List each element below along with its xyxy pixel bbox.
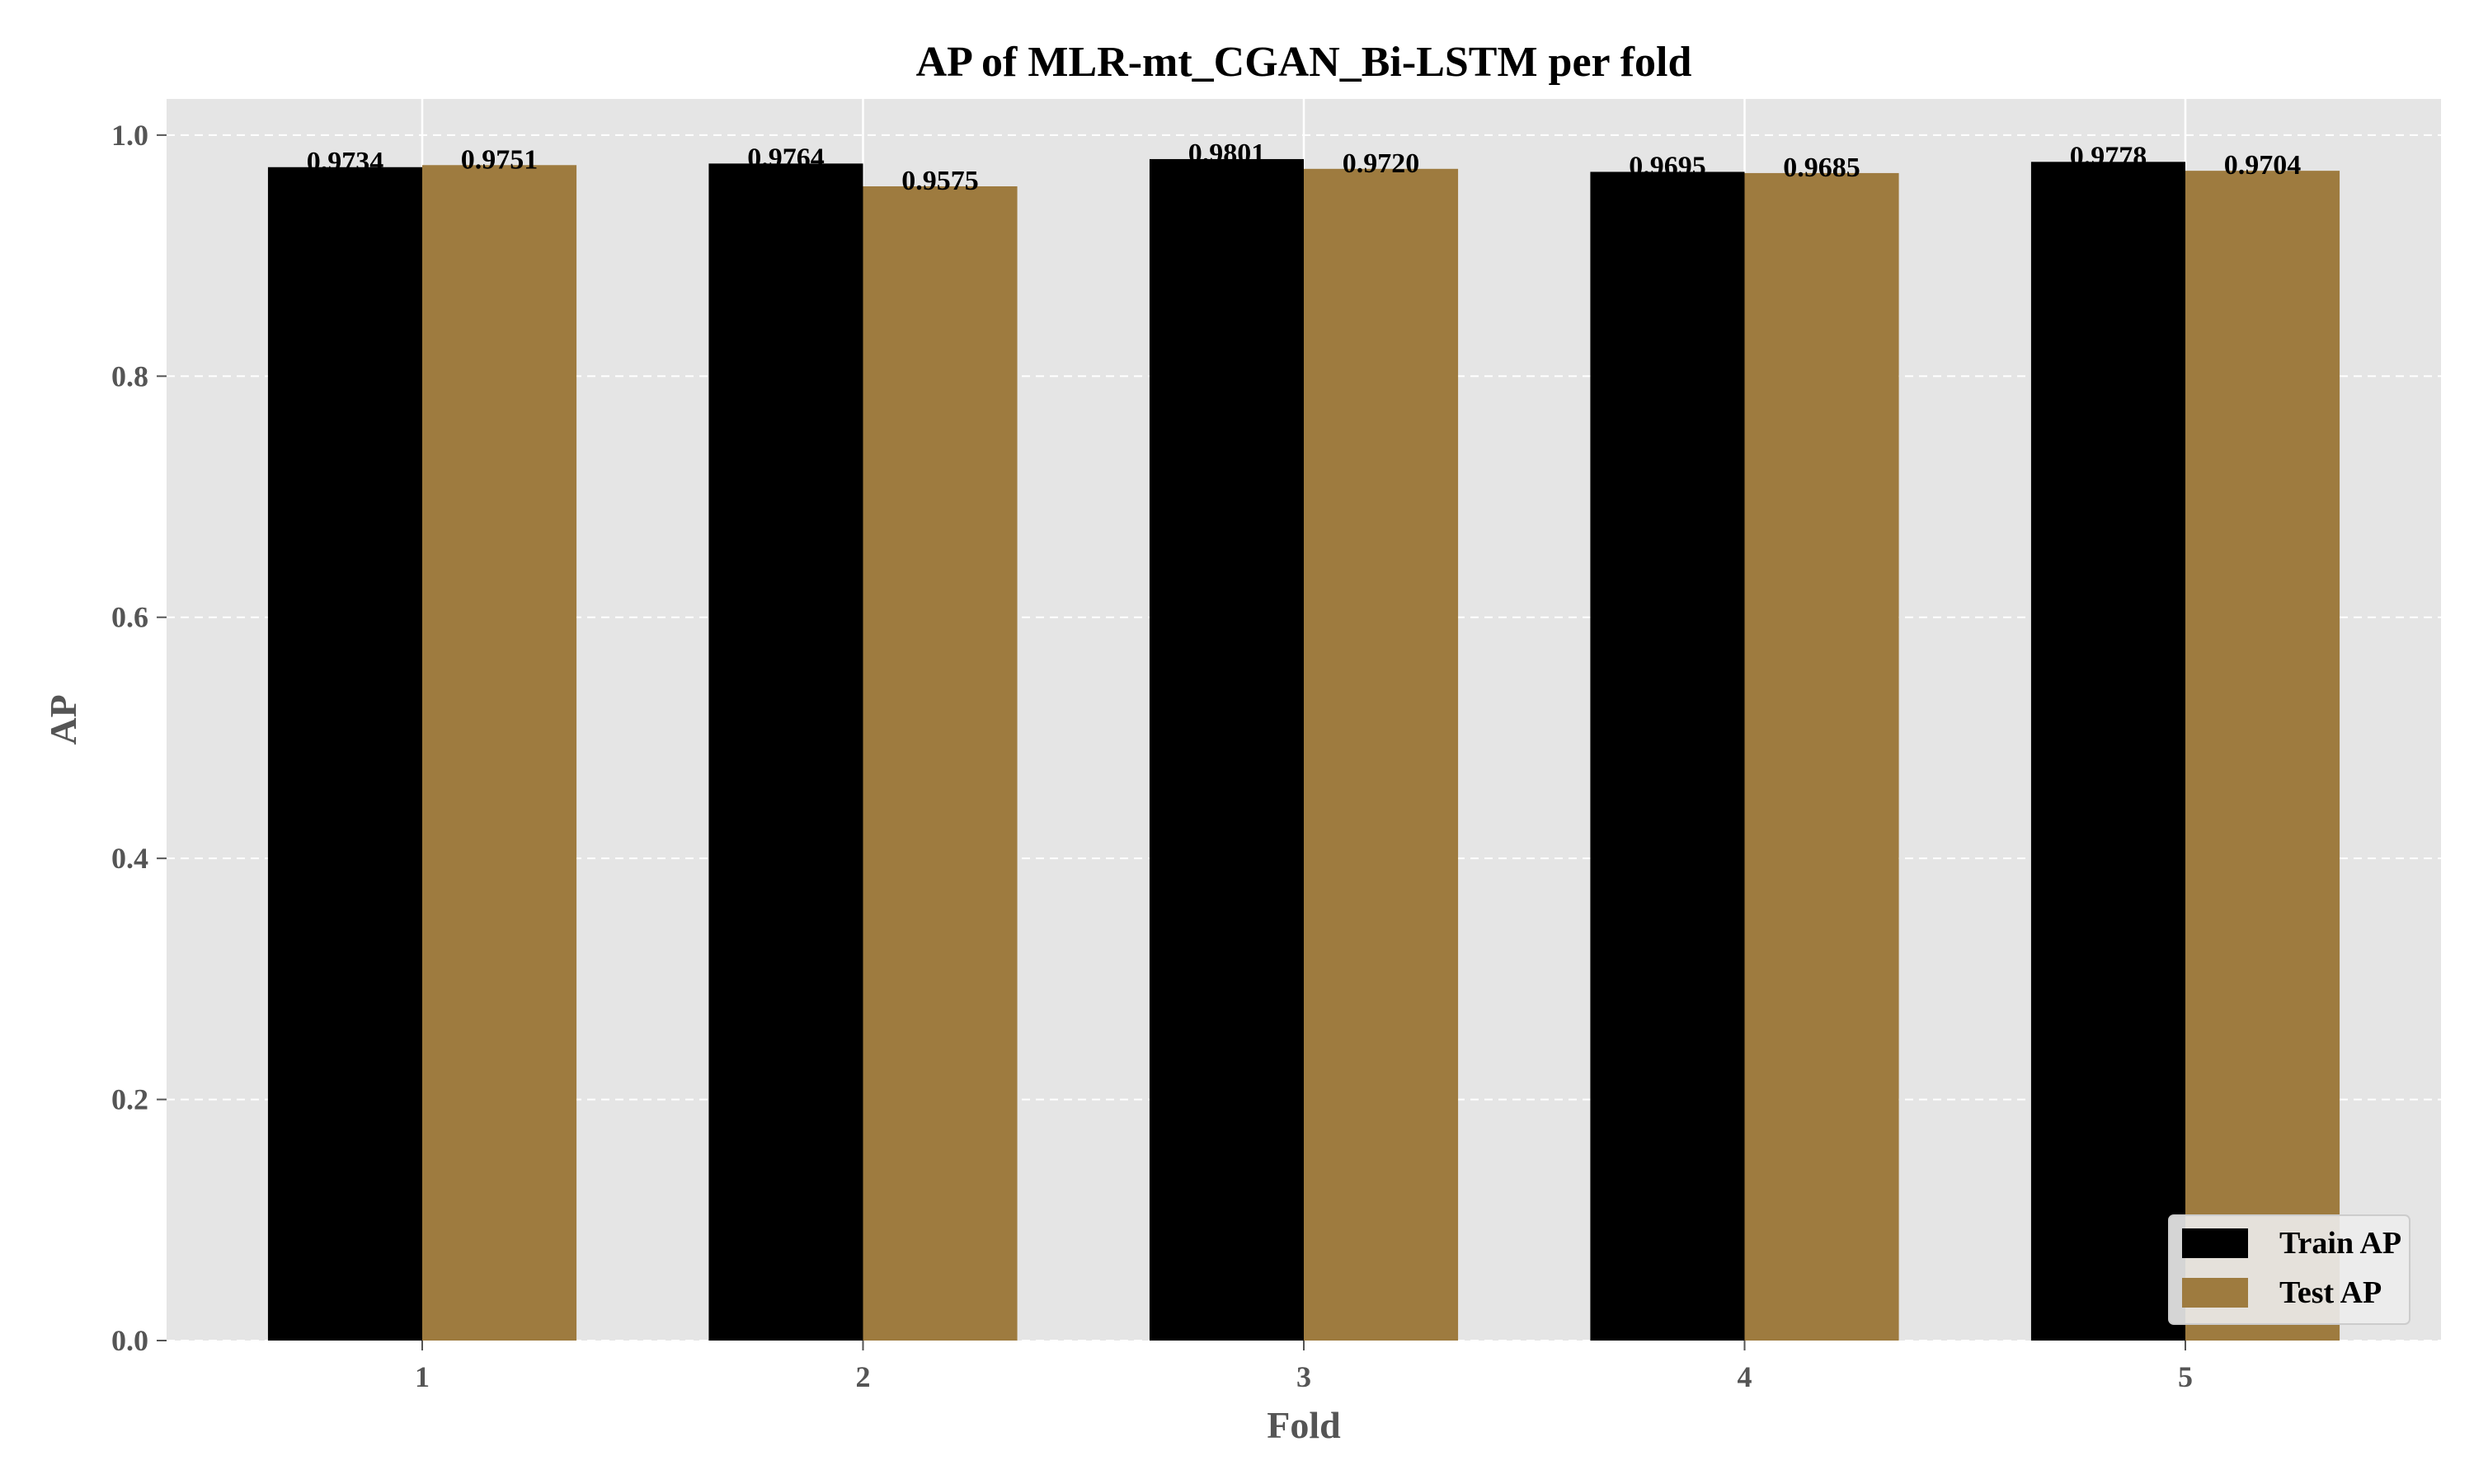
data-label: 0.9801: [1188, 139, 1266, 169]
legend-swatch: [2182, 1228, 2248, 1258]
x-axis-ticks: 1 2 3 4 5: [415, 1341, 2193, 1393]
data-label: 0.9751: [461, 144, 539, 175]
y-tick-label: 0.2: [111, 1083, 148, 1116]
y-axis-ticks: 0.0 0.2 0.4 0.6 0.8 1.0: [111, 119, 167, 1357]
y-tick-label: 0.0: [111, 1324, 148, 1357]
data-label: 0.9704: [2224, 150, 2302, 181]
y-axis-label: AP: [42, 694, 84, 744]
bar-train-fold-3: [1149, 158, 1304, 1341]
bar-test-fold-1: [422, 165, 577, 1341]
chart-title: AP of MLR-mt_CGAN_Bi-LSTM per fold: [916, 39, 1692, 86]
x-tick-label: 3: [1296, 1360, 1311, 1393]
data-label: 0.9720: [1343, 148, 1420, 179]
x-axis-label: Fold: [1267, 1404, 1341, 1446]
bars: [267, 158, 2340, 1341]
data-label: 0.9734: [307, 147, 384, 177]
data-label: 0.9778: [2070, 141, 2147, 171]
bar-test-fold-4: [1744, 172, 1899, 1341]
x-tick-label: 5: [2178, 1360, 2193, 1393]
x-tick-label: 4: [1737, 1360, 1752, 1393]
x-tick-label: 2: [856, 1360, 871, 1393]
data-label: 0.9764: [747, 143, 825, 173]
bar-test-fold-3: [1304, 168, 1459, 1341]
data-label: 0.9695: [1629, 151, 1706, 181]
y-tick-label: 0.6: [111, 601, 148, 634]
data-label: 0.9685: [1783, 153, 1860, 183]
y-tick-label: 0.8: [111, 359, 148, 392]
data-label: 0.9575: [901, 166, 979, 196]
y-tick-label: 1.0: [111, 119, 148, 152]
y-tick-label: 0.4: [111, 842, 148, 875]
bar-test-fold-5: [2185, 171, 2340, 1341]
bar-train-fold-4: [1590, 171, 1745, 1341]
legend-label: Train AP: [2279, 1226, 2401, 1261]
legend: Train AP Test AP: [2168, 1214, 2411, 1325]
data-labels: 0.9734 0.9764 0.9801 0.9695 0.9778 0.9751 0.95…: [307, 139, 2302, 196]
legend-label: Test AP: [2279, 1275, 2382, 1310]
bar-test-fold-2: [863, 186, 1018, 1341]
bar-train-fold-5: [2030, 162, 2185, 1341]
x-tick-label: 1: [415, 1360, 430, 1393]
bar-train-fold-2: [708, 163, 863, 1341]
bar-train-fold-1: [267, 167, 423, 1341]
legend-swatch: [2182, 1278, 2248, 1308]
